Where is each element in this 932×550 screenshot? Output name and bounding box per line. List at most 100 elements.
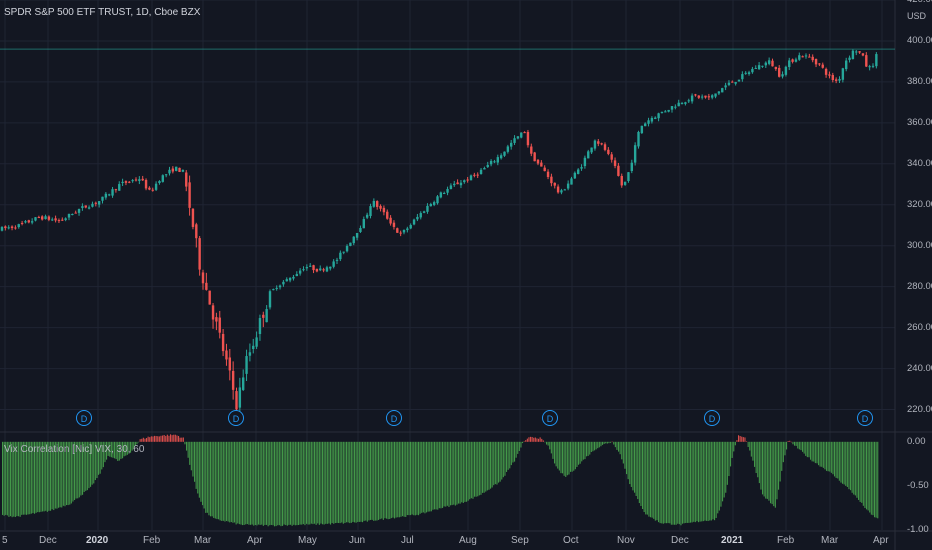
candle-body (30, 221, 34, 223)
correlation-bar (346, 441, 348, 523)
candle-body (402, 229, 406, 233)
correlation-bar (659, 441, 661, 524)
correlation-bar (869, 441, 871, 513)
correlation-bar (586, 441, 588, 457)
correlation-bar (554, 441, 556, 464)
correlation-bar (675, 441, 677, 525)
correlation-bar (507, 441, 509, 470)
candle-body (580, 167, 583, 169)
candle-body (677, 102, 680, 107)
candle-body (339, 252, 342, 260)
correlation-bar (680, 441, 682, 526)
correlation-bar (376, 441, 378, 521)
candle-body (493, 161, 496, 163)
candle-body (650, 117, 654, 122)
correlation-bar (232, 441, 234, 523)
correlation-bar (171, 435, 173, 442)
correlation-bar (707, 441, 709, 522)
correlation-bar (552, 441, 554, 459)
correlation-bar (854, 441, 856, 496)
candle-body (861, 53, 865, 56)
candle-body (67, 213, 71, 218)
candle-body (231, 370, 235, 390)
correlation-bar (195, 441, 197, 489)
symbol-title[interactable]: SPDR S&P 500 ETF TRUST, 1D, Cboe BZX (4, 7, 201, 18)
correlation-bar (134, 441, 136, 447)
candle-body (369, 206, 372, 217)
candle-body (858, 51, 861, 53)
correlation-bar (864, 441, 866, 509)
correlation-bar (290, 441, 292, 525)
dividend-badge-icon[interactable]: D (228, 410, 244, 426)
correlation-bar (856, 441, 858, 498)
correlation-bar (370, 441, 372, 520)
correlation-bar (752, 441, 754, 461)
correlation-bar (363, 441, 365, 521)
candle-body (724, 85, 727, 88)
correlation-bar (634, 441, 636, 493)
correlation-bar (317, 441, 319, 524)
correlation-bar (822, 441, 824, 468)
correlation-bar (795, 441, 797, 446)
candle-body (694, 94, 697, 96)
correlation-bar (46, 441, 48, 512)
correlation-bar (112, 441, 114, 458)
candle-body (392, 222, 396, 227)
indicator-title[interactable]: Vix Correlation [Nic] VIX, 30, 60 (4, 444, 145, 455)
correlation-bar (342, 441, 344, 524)
candle-body (419, 213, 422, 218)
correlation-bar (563, 441, 565, 476)
candle-body (627, 172, 630, 182)
candle-body (396, 228, 399, 233)
correlation-bar (618, 441, 620, 452)
dividend-badge-icon[interactable]: D (704, 410, 720, 426)
candle-body (382, 207, 386, 213)
candle-body (409, 224, 412, 229)
correlation-bar (477, 441, 479, 497)
candle-body (101, 196, 104, 201)
candle-body (121, 181, 124, 184)
candle-body (838, 78, 841, 81)
correlation-bar (170, 434, 172, 442)
correlation-bar (198, 441, 200, 498)
correlation-bar (757, 441, 759, 478)
correlation-bar (405, 441, 407, 517)
correlation-bar (338, 441, 340, 524)
correlation-bar (461, 441, 463, 503)
correlation-bar (875, 441, 877, 518)
correlation-bar (666, 441, 668, 524)
correlation-bar (10, 441, 12, 517)
dividend-badge-icon[interactable]: D (386, 410, 402, 426)
correlation-bar (90, 441, 92, 487)
correlation-bar (275, 441, 277, 527)
dividend-badge-icon[interactable]: D (76, 410, 92, 426)
correlation-bar (176, 435, 178, 442)
candle-body (97, 201, 101, 205)
correlation-bar (662, 441, 664, 524)
correlation-bar (309, 441, 311, 525)
candle-body (707, 96, 711, 98)
correlation-bar (619, 441, 621, 455)
dividend-badge-icon[interactable]: D (542, 410, 558, 426)
candle-body (845, 60, 848, 70)
correlation-bar (691, 441, 693, 523)
correlation-bar (373, 441, 375, 521)
correlation-bar (162, 435, 164, 442)
candle-body (747, 72, 751, 75)
correlation-bar (78, 441, 80, 498)
candle-body (359, 227, 362, 232)
candle-body (506, 146, 510, 152)
correlation-bar (96, 441, 98, 479)
correlation-bar (629, 441, 631, 485)
correlation-bar (125, 441, 127, 456)
correlation-bar (270, 441, 272, 525)
correlation-bar (470, 441, 472, 499)
correlation-bar (646, 441, 648, 515)
dividend-badge-icon[interactable]: D (857, 410, 873, 426)
correlation-bar (51, 441, 53, 510)
candle-body (483, 168, 486, 170)
correlation-bar (782, 441, 784, 463)
candle-body (851, 50, 855, 59)
correlation-bar (694, 441, 696, 523)
